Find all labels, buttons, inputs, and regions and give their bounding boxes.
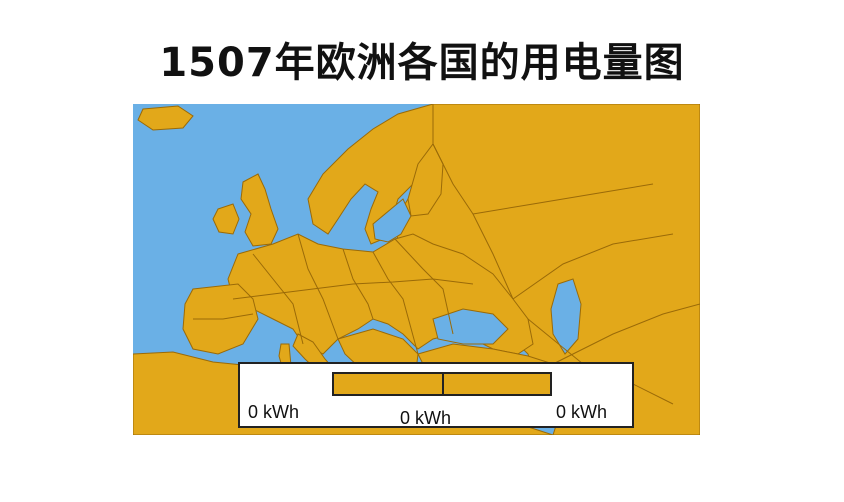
great-britain <box>240 173 279 247</box>
iceland <box>137 105 194 131</box>
black-sea <box>432 308 509 345</box>
ireland <box>212 203 240 235</box>
legend-color-bar <box>332 372 552 396</box>
country-borders <box>193 143 700 405</box>
legend-label-min: 0 kWh <box>248 402 300 422</box>
legend-box: 0 kWh 0 kWh 0 kWh <box>238 362 634 428</box>
map-title: 1507年欧洲各国的用电量图 <box>159 40 685 86</box>
legend-label-max: 0 kWh <box>556 402 608 422</box>
legend-label-mid: 0 kWh <box>400 408 452 428</box>
caspian-sea <box>550 278 582 355</box>
legend-bar-divider <box>442 374 444 394</box>
baltic-sea <box>372 198 412 243</box>
